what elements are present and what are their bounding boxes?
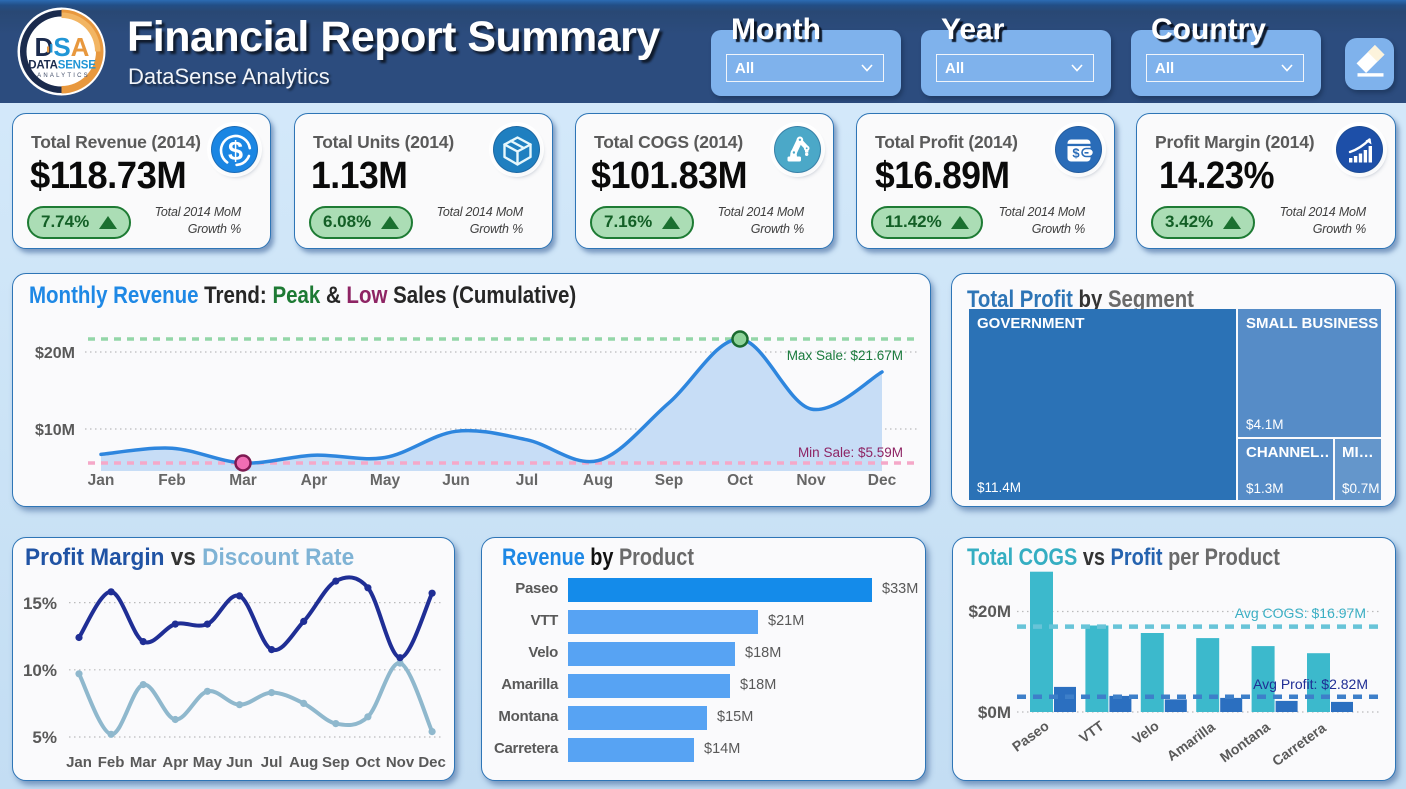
svg-text:Avg Profit: $2.82M: Avg Profit: $2.82M — [1253, 676, 1368, 692]
svg-text:Dec: Dec — [418, 754, 446, 771]
svg-text:$20M: $20M — [35, 345, 75, 362]
svg-text:Carretera: Carretera — [1269, 719, 1329, 769]
svg-text:15%: 15% — [23, 594, 57, 613]
svg-text:Mar: Mar — [229, 472, 257, 489]
svg-text:Min Sale: $5.59M: Min Sale: $5.59M — [798, 445, 903, 460]
svg-text:Jan: Jan — [66, 754, 92, 771]
svg-text:Nov: Nov — [796, 472, 826, 489]
svg-text:Sep: Sep — [655, 472, 683, 489]
svg-text:Mar: Mar — [130, 754, 157, 771]
svg-text:May: May — [193, 754, 223, 771]
svg-text:May: May — [370, 472, 401, 489]
svg-text:$20M: $20M — [968, 602, 1011, 621]
svg-text:Aug: Aug — [583, 472, 613, 489]
svg-text:10%: 10% — [23, 661, 57, 680]
svg-text:DSA: DSA — [35, 32, 90, 62]
svg-text:Velo: Velo — [1129, 717, 1162, 747]
svg-text:Apr: Apr — [301, 472, 328, 489]
svg-text:5%: 5% — [32, 728, 57, 747]
svg-text:Nov: Nov — [386, 754, 415, 771]
svg-text:$0M: $0M — [978, 703, 1011, 722]
svg-text:Oct: Oct — [727, 472, 753, 489]
svg-text:Apr: Apr — [162, 754, 188, 771]
svg-text:Jun: Jun — [226, 754, 253, 771]
svg-text:VTT: VTT — [1076, 717, 1107, 746]
svg-text:ANALYTICS: ANALYTICS — [37, 73, 90, 79]
svg-text:Montana: Montana — [1217, 718, 1273, 765]
svg-text:Oct: Oct — [355, 754, 380, 771]
svg-text:Dec: Dec — [868, 472, 897, 489]
svg-text:Jun: Jun — [442, 472, 470, 489]
svg-text:Sep: Sep — [322, 754, 350, 771]
svg-text:DATASENSE: DATASENSE — [28, 60, 96, 72]
svg-text:Jan: Jan — [88, 472, 115, 489]
svg-text:Feb: Feb — [158, 472, 186, 489]
svg-text:$10M: $10M — [35, 422, 75, 439]
svg-text:$: $ — [1072, 146, 1080, 161]
svg-text:Feb: Feb — [98, 754, 125, 771]
svg-text:$: $ — [228, 136, 243, 166]
svg-text:Aug: Aug — [289, 754, 318, 771]
svg-text:Jul: Jul — [516, 472, 538, 489]
svg-text:Avg COGS: $16.97M: Avg COGS: $16.97M — [1235, 605, 1366, 621]
svg-text:Paseo: Paseo — [1009, 717, 1052, 754]
svg-text:Max Sale: $21.67M: Max Sale: $21.67M — [787, 348, 903, 363]
svg-text:Amarilla: Amarilla — [1164, 718, 1218, 764]
svg-text:Jul: Jul — [261, 754, 283, 771]
